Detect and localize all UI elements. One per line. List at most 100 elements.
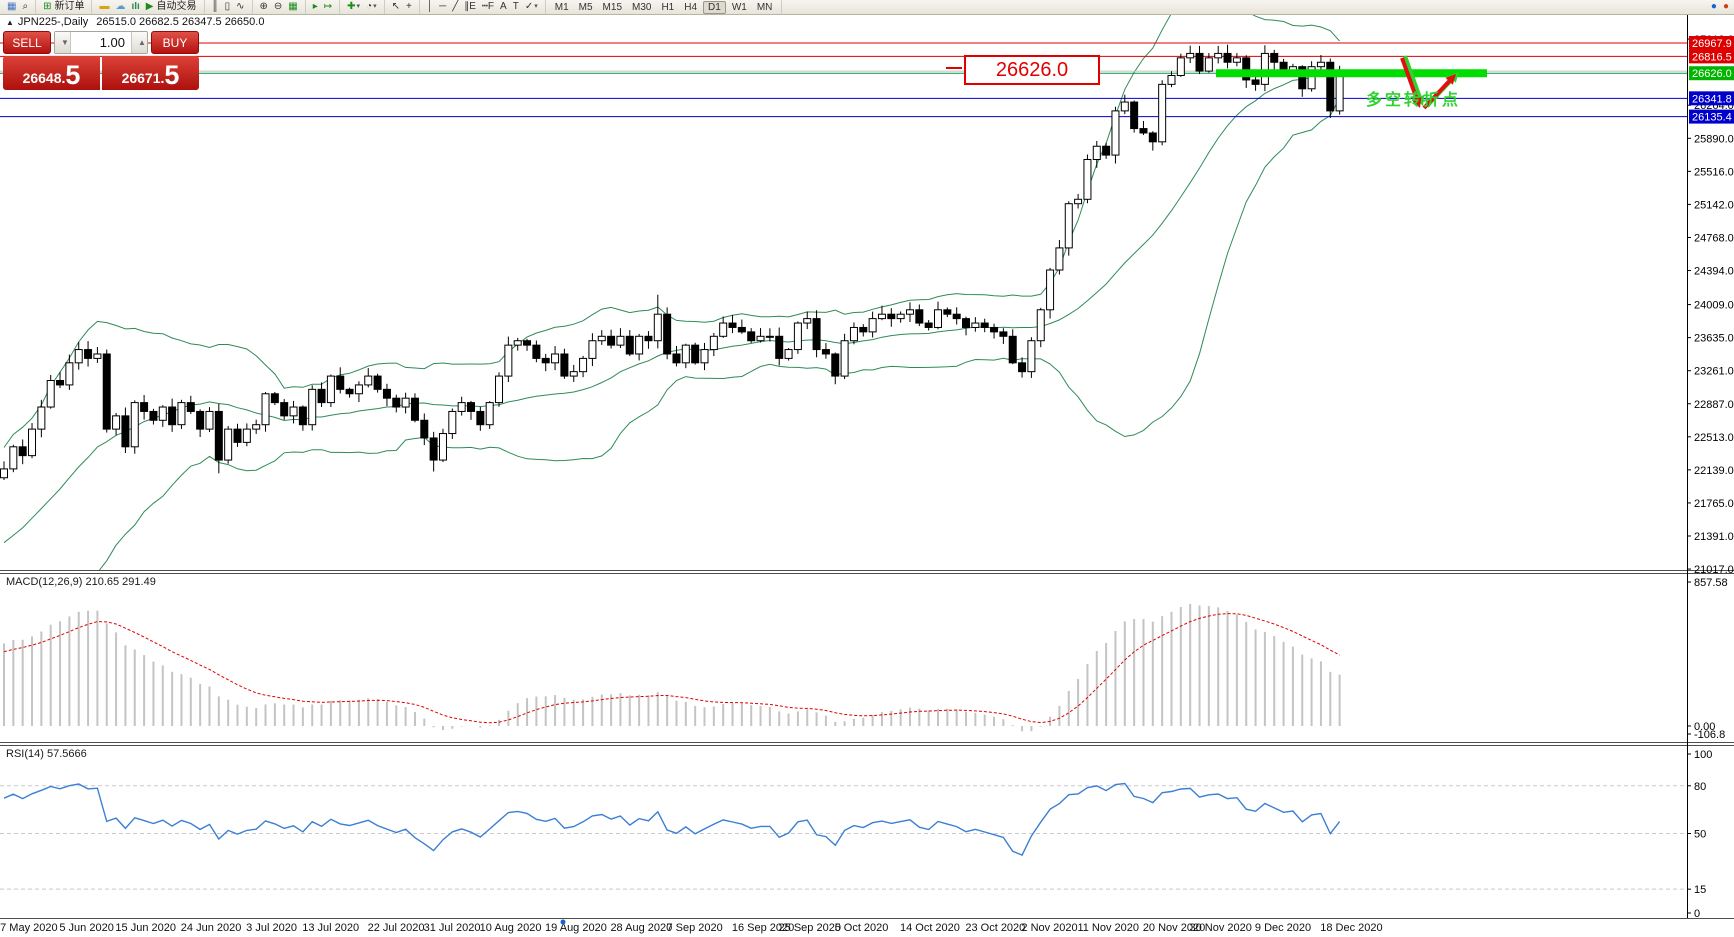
svg-text:23261.0: 23261.0 <box>1694 366 1734 378</box>
date-label: 15 Jun 2020 <box>115 922 176 934</box>
timeframe-m1[interactable]: M1 <box>554 1 569 13</box>
one-click-trading-panel: SELL ▼ 1.00 ▲ BUY 26648. 5 26671. 5 <box>3 31 199 90</box>
volume-increase-button[interactable]: ▲ <box>131 32 147 53</box>
tile-windows-icon[interactable]: ▦ <box>288 1 298 12</box>
svg-text:24009.0: 24009.0 <box>1694 300 1734 312</box>
candlestick-icon[interactable]: ▯ <box>224 1 231 12</box>
date-label: 18 Dec 2020 <box>1320 922 1382 934</box>
svg-text:100: 100 <box>1694 749 1712 761</box>
cloud-icon[interactable]: ☁ <box>115 1 126 12</box>
market-watch-icon[interactable]: ▦ <box>7 1 17 12</box>
svg-text:-106.8: -106.8 <box>1694 729 1725 741</box>
macd-label: MACD(12,26,9) 210.65 291.49 <box>6 576 156 588</box>
line-chart-icon[interactable]: ∿ <box>236 1 245 12</box>
date-label: 24 Jun 2020 <box>181 922 242 934</box>
volume-decrease-button[interactable]: ▼ <box>55 32 71 53</box>
bar-chart-icon[interactable]: ║ <box>211 1 219 12</box>
date-label: 11 Nov 2020 <box>1077 922 1139 934</box>
volume-control: ▼ 1.00 ▲ <box>54 31 148 54</box>
svg-text:21391.0: 21391.0 <box>1694 531 1734 543</box>
axis-badge-26816.5 <box>1689 49 1734 64</box>
text-label-icon[interactable]: T <box>512 1 519 12</box>
indicator-labels: MACD(12,26,9) 210.65 291.49 RSI(14) 57.56… <box>6 576 156 760</box>
svg-text:50: 50 <box>1694 829 1706 841</box>
timeframe-m30[interactable]: M30 <box>632 1 652 13</box>
svg-text:21765.0: 21765.0 <box>1694 498 1734 510</box>
timeframe-m5[interactable]: M5 <box>578 1 593 13</box>
trend-arrows <box>1400 55 1459 110</box>
periods-icon[interactable]: ◔ ▾ <box>366 1 377 12</box>
rsi-gridlines <box>0 785 1687 890</box>
svg-text:0: 0 <box>1694 908 1700 920</box>
ohlc-values: 26515.0 26682.5 26347.5 26650.0 <box>96 16 265 28</box>
macd-signal-line <box>3 613 1340 724</box>
svg-text:26135.4: 26135.4 <box>1692 112 1732 124</box>
svg-text:26816.5: 26816.5 <box>1692 51 1732 63</box>
horizontal-line-icon[interactable]: ─ <box>439 1 447 12</box>
timeframe-w1[interactable]: W1 <box>731 1 747 13</box>
text-icon[interactable]: A <box>500 1 507 12</box>
fibonacci-icon[interactable]: ┅F <box>481 1 495 12</box>
date-label: 30 Nov 2020 <box>1190 922 1252 934</box>
date-label: 28 Aug 2020 <box>610 922 672 934</box>
timeframe-m15[interactable]: M15 <box>602 1 622 13</box>
shapes-icon[interactable]: ✓ ▾ <box>524 1 538 12</box>
date-label: 19 Aug 2020 <box>545 922 607 934</box>
svg-text:22139.0: 22139.0 <box>1694 465 1734 477</box>
trendline-icon[interactable]: ╱ <box>452 1 459 12</box>
date-label: 16 Sep 2020 <box>732 922 794 934</box>
svg-text:24768.0: 24768.0 <box>1694 232 1734 244</box>
community-icon[interactable]: ● <box>1710 1 1717 12</box>
timeframe-h4[interactable]: H4 <box>684 1 698 13</box>
new-order-icon[interactable]: ⊞ 新订单 <box>43 1 85 12</box>
date-label: 20 Nov 2020 <box>1143 922 1205 934</box>
cursor-icon[interactable]: ↖ <box>391 1 401 12</box>
sell-button[interactable]: SELL <box>3 31 51 54</box>
svg-text:24394.0: 24394.0 <box>1694 266 1734 278</box>
sell-price[interactable]: 26648. 5 <box>3 56 100 90</box>
macd-pane <box>3 603 1341 732</box>
scroll-marker <box>560 919 566 925</box>
panel-collapse-icon[interactable]: ▲ <box>6 18 14 27</box>
date-label: 9 Dec 2020 <box>1255 922 1311 934</box>
signal-icon[interactable]: ıIı <box>131 1 140 12</box>
svg-text:26967.9: 26967.9 <box>1692 38 1732 50</box>
help-icon[interactable]: ● <box>1722 1 1729 12</box>
buy-price[interactable]: 26671. 5 <box>102 56 199 90</box>
rsi-line <box>3 782 1341 856</box>
crosshair-icon[interactable]: + <box>406 1 412 12</box>
data-window-icon[interactable]: ⌕ <box>22 1 29 12</box>
price-flag-connector <box>946 67 962 69</box>
price-axis: 27012.026264.025890.025516.025142.024768… <box>1687 34 1734 576</box>
svg-text:26626.0: 26626.0 <box>1692 68 1732 80</box>
date-label: 2 Nov 2020 <box>1021 922 1077 934</box>
axis-badge-26967.9 <box>1689 36 1734 50</box>
svg-text:0.00: 0.00 <box>1694 721 1715 733</box>
rsi-label: RSI(14) 57.5666 <box>6 748 87 760</box>
date-label: 22 Jul 2020 <box>368 922 425 934</box>
bollinger-bands <box>3 14 1341 570</box>
timeframe-h1[interactable]: H1 <box>661 1 675 13</box>
timeframe-mn[interactable]: MN <box>756 1 773 13</box>
gold-icon[interactable]: ▬ <box>99 1 110 12</box>
zoom-in-icon[interactable]: ⊕ <box>259 1 268 12</box>
timeframe-d1[interactable]: D1 <box>703 0 726 14</box>
rsi-pane <box>3 782 1341 856</box>
date-label: 5 Oct 2020 <box>835 922 889 934</box>
chart-shift-icon[interactable]: ↦ <box>323 1 333 12</box>
volume-input[interactable]: 1.00 <box>99 35 125 50</box>
candles <box>0 44 1344 481</box>
price-level-flag[interactable]: 26626.0 <box>964 55 1100 85</box>
buy-button[interactable]: BUY <box>151 31 199 54</box>
date-label: 25 Sep 2020 <box>779 922 841 934</box>
auto-scroll-icon[interactable]: ▸ <box>312 1 318 12</box>
zoom-out-icon[interactable]: ⊖ <box>273 1 283 12</box>
indicators-icon[interactable]: ✚ ▾ <box>347 1 361 12</box>
svg-text:22513.0: 22513.0 <box>1694 432 1734 444</box>
equidistant-channel-icon[interactable]: ∥E <box>464 1 476 12</box>
autotrading-icon[interactable]: ▶ 自动交易 <box>145 1 197 12</box>
vertical-line-icon[interactable]: │ <box>426 1 434 12</box>
toolbar: ▦ ⌕ ⊞ 新订单 ▬ ☁ ıIı ▶ 自动交易 ║ ▯ ∿ ⊕ ⊖ ▦ ▸ ↦ ✚ ▾ ◔ ▾ ↖ + │ ─ ╱ ∥E ┅F A T ✓… <box>0 0 1734 15</box>
